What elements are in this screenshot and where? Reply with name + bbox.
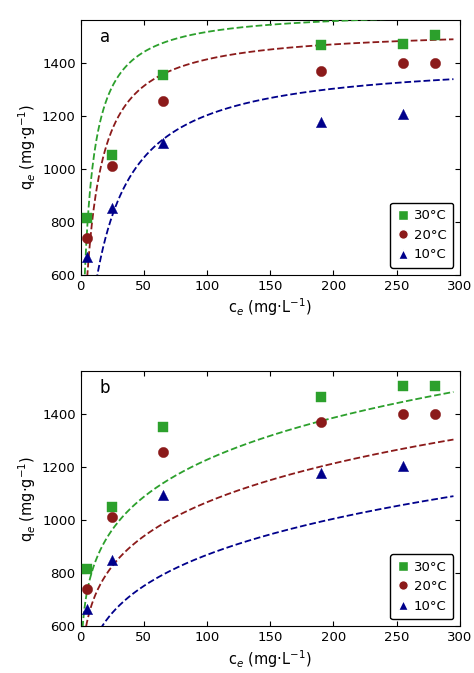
Point xyxy=(317,65,325,76)
Point xyxy=(399,38,407,49)
Y-axis label: q$_e$ (mg·g$^{-1}$): q$_e$ (mg·g$^{-1}$) xyxy=(16,104,38,190)
Point xyxy=(317,40,325,50)
Point xyxy=(399,409,407,419)
Point xyxy=(83,212,91,223)
Point xyxy=(83,232,91,243)
Point xyxy=(109,150,116,161)
Point xyxy=(317,391,325,402)
Point xyxy=(317,468,325,479)
Legend: 30°C, 20°C, 10°C: 30°C, 20°C, 10°C xyxy=(390,203,453,268)
Point xyxy=(159,96,166,106)
Point xyxy=(83,583,91,594)
Point xyxy=(109,555,116,565)
Point xyxy=(431,409,438,419)
Point xyxy=(431,57,438,68)
Point xyxy=(317,417,325,427)
Point xyxy=(399,57,407,68)
Point xyxy=(431,381,438,392)
Point xyxy=(159,447,166,458)
Point xyxy=(317,117,325,128)
Point xyxy=(399,460,407,471)
Point xyxy=(109,501,116,512)
Text: a: a xyxy=(100,28,109,46)
Text: b: b xyxy=(100,379,110,397)
Point xyxy=(159,489,166,500)
Point xyxy=(83,563,91,574)
X-axis label: c$_e$ (mg·L$^{-1}$): c$_e$ (mg·L$^{-1}$) xyxy=(228,648,312,670)
Point xyxy=(431,30,438,40)
Point xyxy=(83,603,91,614)
Point xyxy=(159,422,166,433)
Point xyxy=(159,138,166,149)
Point xyxy=(109,161,116,172)
Point xyxy=(109,511,116,522)
Point xyxy=(399,109,407,120)
Point xyxy=(159,69,166,80)
X-axis label: c$_e$ (mg·L$^{-1}$): c$_e$ (mg·L$^{-1}$) xyxy=(228,297,312,318)
Y-axis label: q$_e$ (mg·g$^{-1}$): q$_e$ (mg·g$^{-1}$) xyxy=(16,456,38,542)
Point xyxy=(83,252,91,263)
Point xyxy=(109,203,116,214)
Legend: 30°C, 20°C, 10°C: 30°C, 20°C, 10°C xyxy=(390,554,453,619)
Point xyxy=(399,381,407,392)
